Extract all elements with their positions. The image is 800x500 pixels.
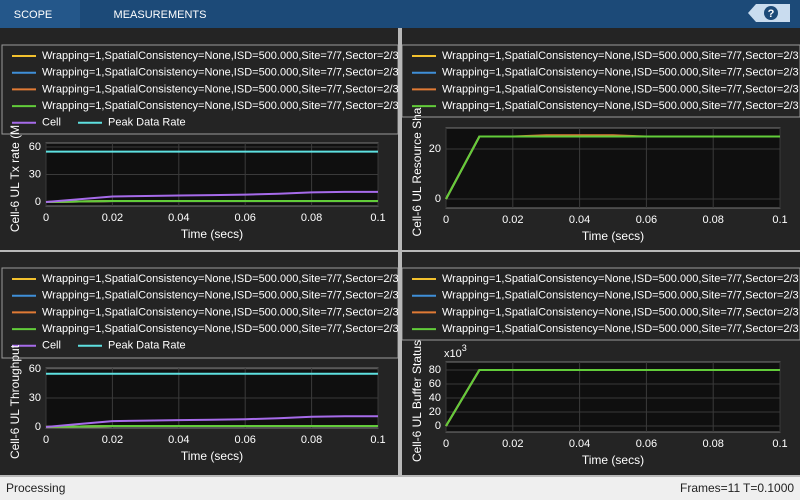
y-tick-label: 30 bbox=[29, 168, 41, 180]
panels: Wrapping=1,SpatialConsistency=None,ISD=5… bbox=[0, 28, 800, 475]
y-tick-label: 0 bbox=[35, 196, 41, 208]
legend-label: Cell bbox=[42, 340, 61, 352]
scope-panel: Wrapping=1,SpatialConsistency=None,ISD=5… bbox=[0, 252, 399, 475]
legend-label: Wrapping=1,SpatialConsistency=None,ISD=5… bbox=[442, 323, 799, 335]
plot-area bbox=[445, 361, 781, 433]
legend-label: Wrapping=1,SpatialConsistency=None,ISD=5… bbox=[42, 290, 399, 302]
status-text: Processing bbox=[6, 481, 65, 495]
x-tick-label: 0.06 bbox=[636, 214, 657, 226]
toolbar bbox=[0, 0, 800, 28]
y-axis-label: Cell-6 UL Buffer Status bbox=[410, 340, 424, 462]
series-line bbox=[45, 424, 378, 428]
x-tick-label: 0.02 bbox=[102, 434, 123, 446]
help-icon-text[interactable]: ? bbox=[768, 8, 775, 20]
x-tick-label: 0.06 bbox=[234, 434, 255, 446]
legend-label: Cell bbox=[42, 117, 61, 129]
y-axis-label: Cell-6 UL Tx rate (M bbox=[8, 125, 22, 232]
x-tick-label: 0.04 bbox=[168, 212, 189, 224]
help-icon[interactable] bbox=[764, 6, 778, 20]
plot-area bbox=[445, 127, 781, 209]
legend-label: Wrapping=1,SpatialConsistency=None,ISD=5… bbox=[442, 273, 799, 285]
x-tick-label: 0.1 bbox=[772, 438, 787, 450]
legend-box bbox=[402, 267, 800, 341]
legend-label: Wrapping=1,SpatialConsistency=None,ISD=5… bbox=[42, 273, 399, 285]
legend-label: Wrapping=1,SpatialConsistency=None,ISD=5… bbox=[442, 100, 799, 112]
x-tick-label: 0.08 bbox=[301, 434, 322, 446]
y-tick-label: 20 bbox=[429, 143, 441, 155]
x-tick-label: 0.1 bbox=[370, 212, 385, 224]
y-axis-label: Cell-6 UL Resource Sha bbox=[410, 107, 424, 236]
x-tick-label: 0.08 bbox=[702, 214, 723, 226]
x-tick-label: 0.06 bbox=[234, 212, 255, 224]
series-line bbox=[45, 200, 378, 203]
legend-label: Wrapping=1,SpatialConsistency=None,ISD=5… bbox=[442, 83, 799, 95]
legend-label: Wrapping=1,SpatialConsistency=None,ISD=5… bbox=[442, 306, 799, 318]
x-axis-label: Time (secs) bbox=[181, 227, 243, 241]
legend-label: Wrapping=1,SpatialConsistency=None,ISD=5… bbox=[442, 290, 799, 302]
status-time: T=0.1000 bbox=[743, 481, 794, 495]
y-tick-label: 20 bbox=[429, 406, 441, 418]
series-line bbox=[45, 190, 378, 203]
scope-panel: Wrapping=1,SpatialConsistency=None,ISD=5… bbox=[402, 252, 800, 475]
series-line bbox=[445, 135, 780, 200]
x-tick-label: 0 bbox=[43, 434, 49, 446]
legend-box bbox=[1, 44, 398, 135]
x-tick-label: 0.02 bbox=[502, 438, 523, 450]
y-multiplier: x103 bbox=[444, 343, 467, 360]
multiplier-base: x10 bbox=[444, 348, 462, 360]
y-axis-label: Cell-6 UL Throughput bbox=[8, 344, 22, 459]
multiplier-exponent: 3 bbox=[462, 343, 467, 353]
status-bar bbox=[0, 477, 800, 500]
x-tick-label: 0.06 bbox=[636, 438, 657, 450]
x-tick-label: 0.08 bbox=[702, 438, 723, 450]
y-tick-label: 30 bbox=[29, 392, 41, 404]
legend-box bbox=[402, 44, 800, 118]
scope-tab[interactable] bbox=[0, 0, 80, 28]
legend-label: Wrapping=1,SpatialConsistency=None,ISD=5… bbox=[42, 83, 399, 95]
x-tick-label: 0.04 bbox=[168, 434, 189, 446]
series-line bbox=[45, 415, 378, 428]
x-tick-label: 0.02 bbox=[102, 212, 123, 224]
legend-label: Wrapping=1,SpatialConsistency=None,ISD=5… bbox=[42, 306, 399, 318]
x-tick-label: 0 bbox=[43, 212, 49, 224]
legend-label: Peak Data Rate bbox=[108, 117, 186, 129]
x-tick-label: 0.1 bbox=[772, 214, 787, 226]
y-tick-label: 40 bbox=[429, 392, 441, 404]
x-tick-label: 0 bbox=[443, 214, 449, 226]
x-axis-label: Time (secs) bbox=[582, 229, 644, 243]
legend-label: Wrapping=1,SpatialConsistency=None,ISD=5… bbox=[42, 67, 399, 79]
x-tick-label: 0.04 bbox=[569, 438, 590, 450]
legend-label: Wrapping=1,SpatialConsistency=None,ISD=5… bbox=[442, 50, 799, 62]
x-tick-label: 0.08 bbox=[301, 212, 322, 224]
y-tick-label: 80 bbox=[429, 364, 441, 376]
y-tick-label: 60 bbox=[29, 363, 41, 375]
y-tick-label: 60 bbox=[29, 141, 41, 153]
legend-label: Wrapping=1,SpatialConsistency=None,ISD=5… bbox=[42, 100, 399, 112]
legend-label: Wrapping=1,SpatialConsistency=None,ISD=5… bbox=[442, 67, 799, 79]
x-tick-label: 0.04 bbox=[569, 214, 590, 226]
legend-label: Wrapping=1,SpatialConsistency=None,ISD=5… bbox=[42, 50, 399, 62]
tab-label[interactable]: MEASUREMENTS bbox=[114, 9, 207, 21]
x-axis-label: Time (secs) bbox=[582, 453, 644, 467]
series-line bbox=[445, 368, 780, 427]
scope-panel: Wrapping=1,SpatialConsistency=None,ISD=5… bbox=[0, 28, 399, 250]
scope-panel: Wrapping=1,SpatialConsistency=None,ISD=5… bbox=[402, 28, 800, 250]
legend-label: Wrapping=1,SpatialConsistency=None,ISD=5… bbox=[42, 323, 399, 335]
tab-label[interactable]: SCOPE bbox=[14, 9, 53, 21]
y-tick-label: 0 bbox=[435, 420, 441, 432]
y-tick-label: 0 bbox=[35, 421, 41, 433]
x-tick-label: 0 bbox=[443, 438, 449, 450]
x-tick-label: 0.1 bbox=[370, 434, 385, 446]
legend-box bbox=[1, 267, 398, 359]
y-tick-label: 0 bbox=[435, 193, 441, 205]
y-tick-label: 60 bbox=[429, 378, 441, 390]
x-tick-label: 0.02 bbox=[502, 214, 523, 226]
legend-label: Peak Data Rate bbox=[108, 340, 186, 352]
status-frames: Frames=11 bbox=[680, 481, 740, 495]
x-axis-label: Time (secs) bbox=[181, 449, 243, 463]
